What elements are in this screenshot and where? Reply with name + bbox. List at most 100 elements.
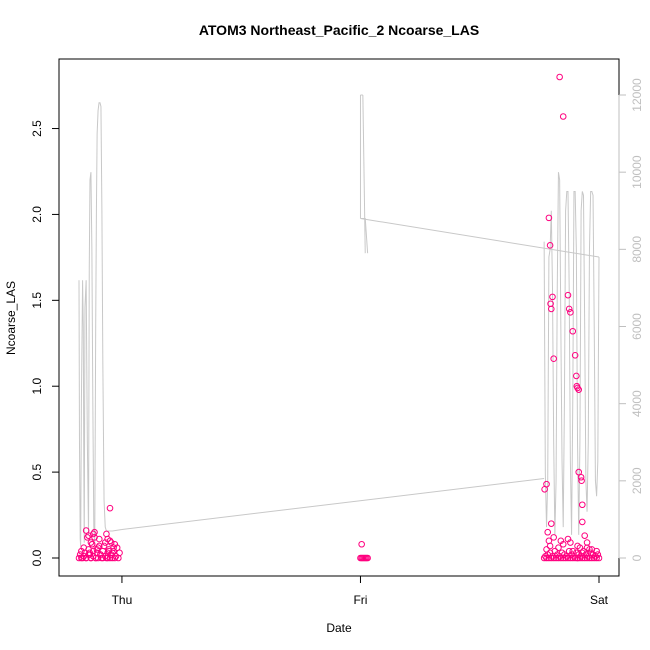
data-point — [578, 477, 585, 484]
data-point — [547, 554, 555, 562]
data-point — [546, 542, 554, 550]
data-point — [104, 554, 111, 562]
data-point — [593, 547, 600, 555]
data-point — [364, 554, 371, 562]
data-point — [104, 535, 111, 543]
y-tick-label: 1.5 — [30, 292, 44, 309]
data-point — [543, 480, 550, 488]
data-point — [581, 532, 588, 539]
data-point — [588, 554, 596, 562]
x-tick-label: Sat — [590, 593, 609, 607]
data-point — [88, 540, 96, 548]
data-point — [564, 554, 572, 562]
data-point — [569, 554, 577, 562]
data-point — [546, 242, 554, 249]
y-tick-label: 0.0 — [30, 549, 44, 566]
data-point — [583, 539, 591, 546]
x-tick-label: Thu — [112, 593, 133, 607]
data-point — [555, 554, 562, 562]
altitude-connector-1 — [121, 478, 545, 530]
data-point — [590, 554, 598, 562]
altitude-connector-2 — [360, 217, 600, 258]
data-point — [586, 546, 593, 553]
data-point — [105, 547, 113, 555]
data-point — [579, 518, 586, 526]
data-point — [91, 534, 98, 541]
left-axis: 0.0 0.5 1.0 1.5 2.0 2.5 — [30, 120, 60, 566]
data-point — [95, 542, 103, 550]
data-point — [574, 554, 581, 562]
altitude-line — [78, 94, 600, 547]
y-tick-label: 0.5 — [30, 463, 44, 480]
data-point — [550, 534, 557, 541]
data-point — [571, 351, 579, 359]
data-point — [581, 554, 588, 562]
data-point — [544, 528, 552, 536]
data-point — [575, 468, 583, 476]
data-point — [116, 549, 123, 557]
data-point — [559, 554, 567, 562]
right-axis: 0 2000 4000 6000 8000 10000 12000 — [618, 78, 644, 561]
data-point — [113, 544, 121, 551]
data-point — [547, 520, 555, 527]
data-point — [552, 554, 560, 562]
altitude-line-segment-3 — [543, 172, 600, 535]
y-axis-label: Ncoarse_LAS — [4, 281, 18, 355]
chart-title: ATOM3 Northeast_Pacific_2 Ncoarse_LAS — [199, 22, 479, 38]
data-point — [567, 309, 574, 316]
data-point — [110, 547, 117, 555]
data-point — [549, 293, 556, 301]
data-point — [557, 537, 565, 545]
data-point — [595, 554, 603, 562]
data-point — [550, 355, 557, 363]
y2-tick-label: 12000 — [630, 78, 644, 112]
y2-tick-label: 0 — [630, 554, 644, 561]
data-point — [569, 547, 577, 555]
data-point — [583, 554, 591, 562]
data-point — [556, 73, 563, 81]
y2-tick-label: 10000 — [630, 155, 644, 189]
y2-tick-label: 2000 — [630, 467, 644, 494]
data-point — [110, 544, 117, 551]
data-point — [550, 554, 557, 562]
data-point — [90, 530, 97, 538]
data-point — [86, 549, 94, 557]
data-point — [594, 551, 602, 558]
y2-tick-label: 6000 — [630, 313, 644, 340]
y-tick-label: 1.0 — [30, 378, 44, 395]
x-axis: Thu Fri Sat — [112, 575, 609, 607]
data-point — [92, 554, 99, 562]
data-point — [84, 534, 91, 541]
x-tick-label: Fri — [353, 593, 367, 607]
data-point — [567, 539, 574, 546]
data-point — [106, 554, 114, 562]
data-point — [573, 372, 580, 380]
altitude-line-segment-1 — [78, 102, 123, 547]
y2-tick-label: 8000 — [630, 236, 644, 263]
x-axis-label: Date — [326, 621, 352, 635]
data-point — [579, 549, 586, 557]
data-point — [107, 539, 115, 546]
data-point — [543, 554, 550, 562]
data-point — [555, 544, 562, 551]
altitude-connector-5 — [362, 94, 366, 254]
data-point — [82, 527, 90, 534]
data-point — [358, 540, 365, 548]
data-point — [87, 539, 95, 546]
data-point — [106, 504, 114, 512]
data-point — [543, 546, 550, 553]
data-point — [100, 542, 108, 550]
data-point — [559, 113, 567, 120]
data-points — [75, 73, 603, 562]
data-point — [577, 473, 585, 481]
data-point — [545, 214, 553, 222]
data-point — [569, 327, 577, 335]
data-point — [593, 554, 600, 562]
data-point — [540, 554, 548, 562]
data-point — [574, 384, 581, 392]
y2-tick-label: 4000 — [630, 390, 644, 417]
data-point — [562, 554, 569, 562]
data-point — [94, 544, 102, 551]
data-point — [576, 554, 584, 562]
